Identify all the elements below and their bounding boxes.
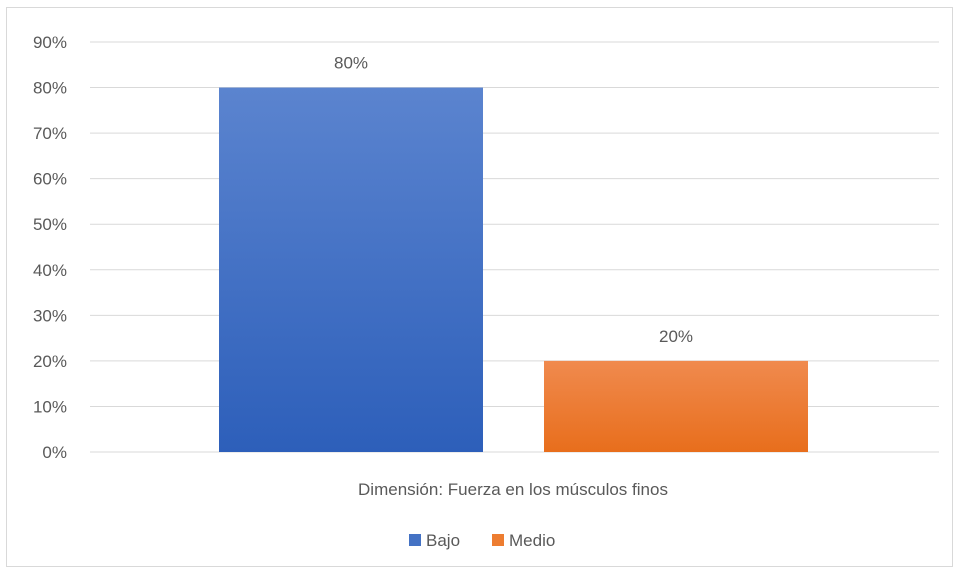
legend-swatch-medio	[492, 534, 504, 546]
bar-chart: 0% 10% 20% 30% 40% 50% 60% 70% 80% 90% 80% 20% Dim…	[33, 33, 939, 550]
y-tick-label: 60%	[33, 170, 67, 189]
y-tick-label: 40%	[33, 261, 67, 280]
gridlines	[90, 41, 939, 453]
chart-frame: 0% 10% 20% 30% 40% 50% 60% 70% 80% 90% 80% 20% Dim…	[6, 7, 953, 567]
bar-medio	[544, 360, 808, 452]
y-tick-label: 20%	[33, 352, 67, 371]
legend-label-medio: Medio	[509, 531, 555, 550]
y-tick-label: 80%	[33, 79, 67, 98]
data-labels: 80% 20%	[334, 54, 693, 346]
data-label-medio: 20%	[659, 327, 693, 346]
legend-label-bajo: Bajo	[426, 531, 460, 550]
y-tick-label: 70%	[33, 124, 67, 143]
data-label-bajo: 80%	[334, 54, 368, 73]
bars	[219, 87, 808, 453]
bar-bajo	[219, 87, 483, 453]
y-tick-label: 10%	[33, 397, 67, 416]
x-axis-title: Dimensión: Fuerza en los músculos finos	[358, 480, 668, 499]
legend: Bajo Medio	[409, 531, 555, 550]
y-axis-ticks: 0% 10% 20% 30% 40% 50% 60% 70% 80% 90%	[33, 33, 67, 462]
legend-swatch-bajo	[409, 534, 421, 546]
y-tick-label: 30%	[33, 306, 67, 325]
y-tick-label: 0%	[42, 443, 67, 462]
y-tick-label: 50%	[33, 215, 67, 234]
y-tick-label: 90%	[33, 33, 67, 52]
